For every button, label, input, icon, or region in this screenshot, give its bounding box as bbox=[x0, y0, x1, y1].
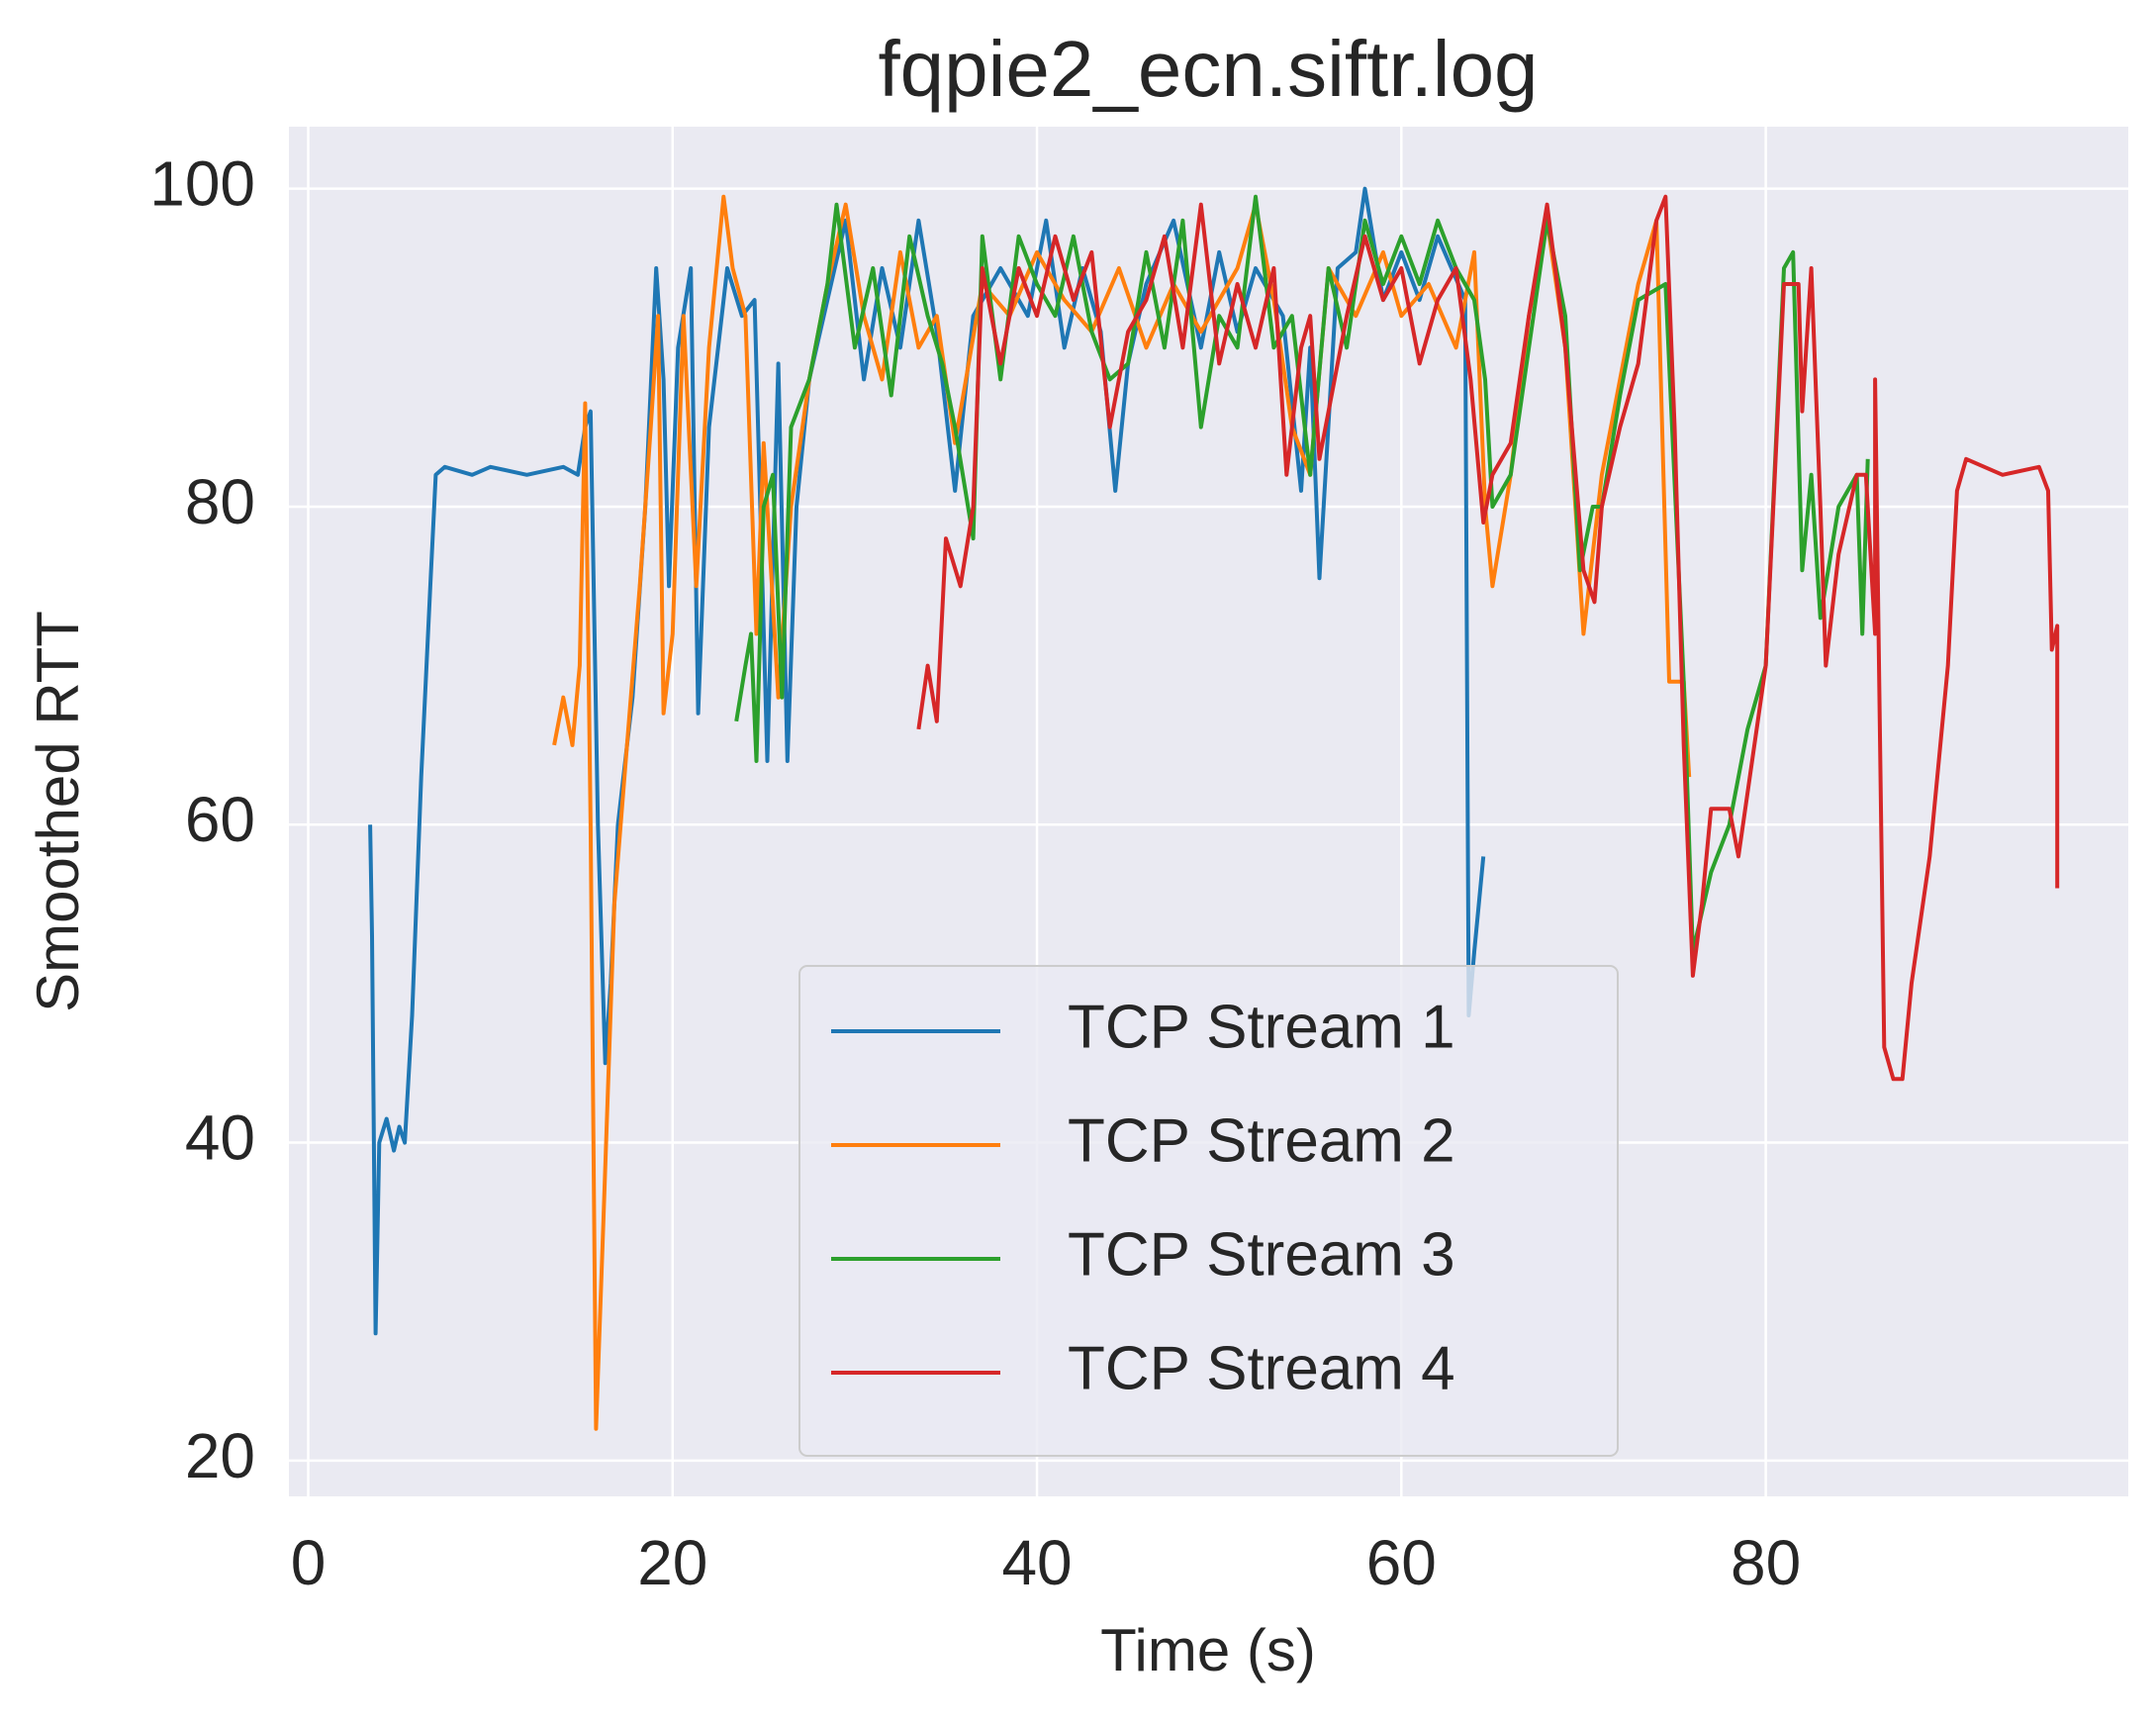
chart-title: fqpie2_ecn.siftr.log bbox=[878, 25, 1538, 113]
y-tick-label: 100 bbox=[149, 148, 255, 220]
x-tick-label: 0 bbox=[291, 1527, 327, 1598]
legend-label: TCP Stream 2 bbox=[1068, 1106, 1455, 1175]
series-line bbox=[734, 194, 1870, 954]
y-tick-label: 40 bbox=[185, 1101, 255, 1173]
legend-label: TCP Stream 4 bbox=[1068, 1334, 1455, 1402]
lines bbox=[368, 186, 2060, 1431]
y-axis-label: Smoothed RTT bbox=[25, 611, 91, 1012]
x-axis-label: Time (s) bbox=[1100, 1617, 1316, 1683]
y-tick-label: 80 bbox=[185, 466, 255, 537]
grid bbox=[289, 127, 2128, 1496]
ticks: 0 20 40 60 80 20 40 60 80 100 bbox=[149, 148, 1801, 1598]
legend-box bbox=[798, 965, 1619, 1457]
legend-label: TCP Stream 3 bbox=[1068, 1220, 1455, 1289]
x-tick-label: 40 bbox=[1001, 1527, 1072, 1598]
y-tick-label: 60 bbox=[185, 784, 255, 855]
y-tick-label: 20 bbox=[185, 1420, 255, 1491]
series-line bbox=[916, 194, 2060, 1082]
x-tick-label: 20 bbox=[637, 1527, 707, 1598]
x-tick-label: 60 bbox=[1366, 1527, 1437, 1598]
series-line bbox=[368, 186, 1486, 1336]
legend-label: TCP Stream 1 bbox=[1068, 993, 1455, 1061]
legend: TCP Stream 1 TCP Stream 2 TCP Stream 3 TCP … bbox=[798, 965, 1619, 1457]
x-tick-label: 80 bbox=[1731, 1527, 1801, 1598]
